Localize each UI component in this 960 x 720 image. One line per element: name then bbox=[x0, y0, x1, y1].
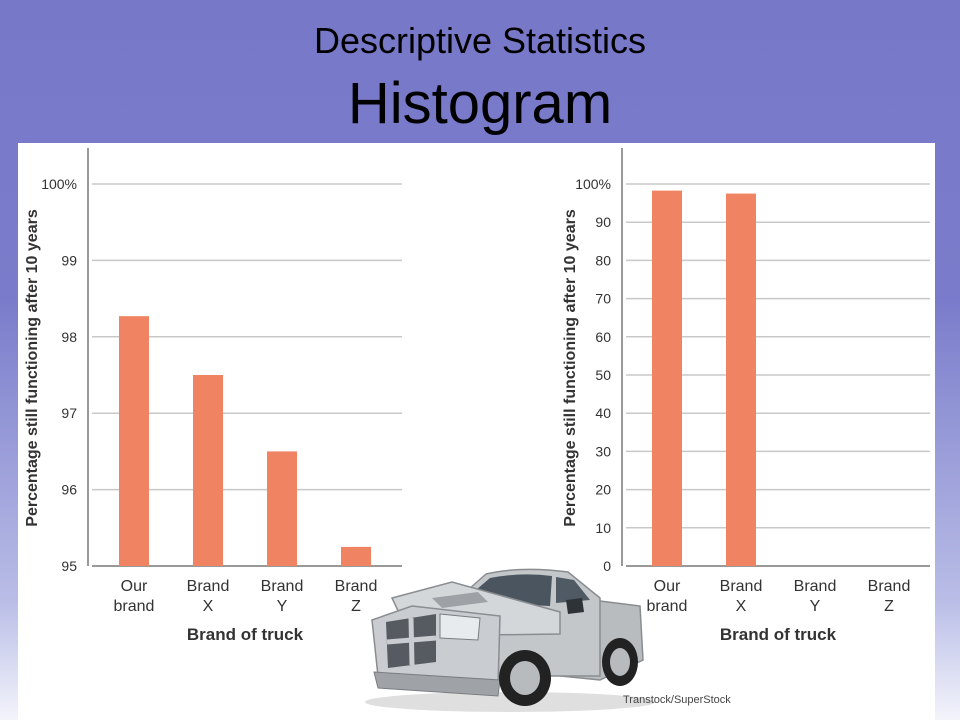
x-tick-label: Brand bbox=[868, 578, 911, 595]
y-tick-label: 100% bbox=[575, 176, 611, 192]
full-axis-chart: 0 10 20 30 40 50 60 70 80 90 100% Our brand Brand X Bra… bbox=[562, 148, 930, 644]
x-tick-label: X bbox=[203, 598, 214, 615]
y-tick-label: 90 bbox=[595, 214, 611, 230]
slide-subtitle: Histogram bbox=[347, 71, 613, 136]
x-tick-label: Our bbox=[654, 578, 681, 595]
x-tick-label: brand bbox=[647, 598, 688, 615]
slide-title: Descriptive Statistics bbox=[313, 20, 647, 61]
y-tick-label: 97 bbox=[61, 405, 77, 421]
x-tick-label: Y bbox=[277, 598, 288, 615]
y-axis-label: Percentage still functioning after 10 ye… bbox=[24, 209, 41, 527]
y-tick-label: 20 bbox=[595, 482, 611, 498]
x-tick-label: Z bbox=[351, 598, 361, 615]
y-tick-label: 70 bbox=[595, 291, 611, 307]
bar bbox=[341, 546, 371, 566]
x-axis-label: Brand of truck bbox=[720, 625, 837, 644]
y-tick-label: 50 bbox=[595, 367, 611, 383]
bar bbox=[119, 316, 149, 566]
x-tick-label: Brand bbox=[335, 578, 378, 595]
x-axis-label: Brand of truck bbox=[187, 625, 304, 644]
y-tick-label: 80 bbox=[595, 252, 611, 268]
x-tick-label: Brand bbox=[720, 578, 763, 595]
y-tick-label: 99 bbox=[61, 252, 77, 268]
x-tick-label: Brand bbox=[794, 578, 837, 595]
y-tick-label: 95 bbox=[61, 558, 77, 574]
photo-credit: Transtock/SuperStock bbox=[623, 694, 731, 706]
x-tick-label: Brand bbox=[187, 578, 230, 595]
bar bbox=[267, 451, 297, 566]
y-tick-label: 40 bbox=[595, 405, 611, 421]
bar bbox=[652, 190, 682, 567]
y-tick-label: 98 bbox=[61, 329, 77, 345]
x-tick-label: Z bbox=[884, 598, 894, 615]
y-tick-label: 60 bbox=[595, 329, 611, 345]
x-tick-label: Brand bbox=[261, 578, 304, 595]
y-axis-label: Percentage still functioning after 10 ye… bbox=[562, 209, 579, 527]
truncated-axis-chart: 95 96 97 98 99 100% Our brand Brand X Brand Y Brand Z… bbox=[24, 148, 402, 644]
x-tick-label: Y bbox=[810, 598, 821, 615]
y-tick-label: 0 bbox=[603, 558, 611, 574]
truck-image bbox=[365, 568, 655, 712]
y-tick-label: 96 bbox=[61, 482, 77, 498]
bar bbox=[726, 193, 756, 567]
y-tick-label: 100% bbox=[41, 176, 77, 192]
x-tick-label: X bbox=[736, 598, 747, 615]
y-tick-label: 10 bbox=[595, 520, 611, 536]
x-tick-label: brand bbox=[114, 598, 155, 615]
bar bbox=[193, 375, 223, 566]
x-tick-label: Our bbox=[121, 578, 148, 595]
y-tick-label: 30 bbox=[595, 443, 611, 459]
